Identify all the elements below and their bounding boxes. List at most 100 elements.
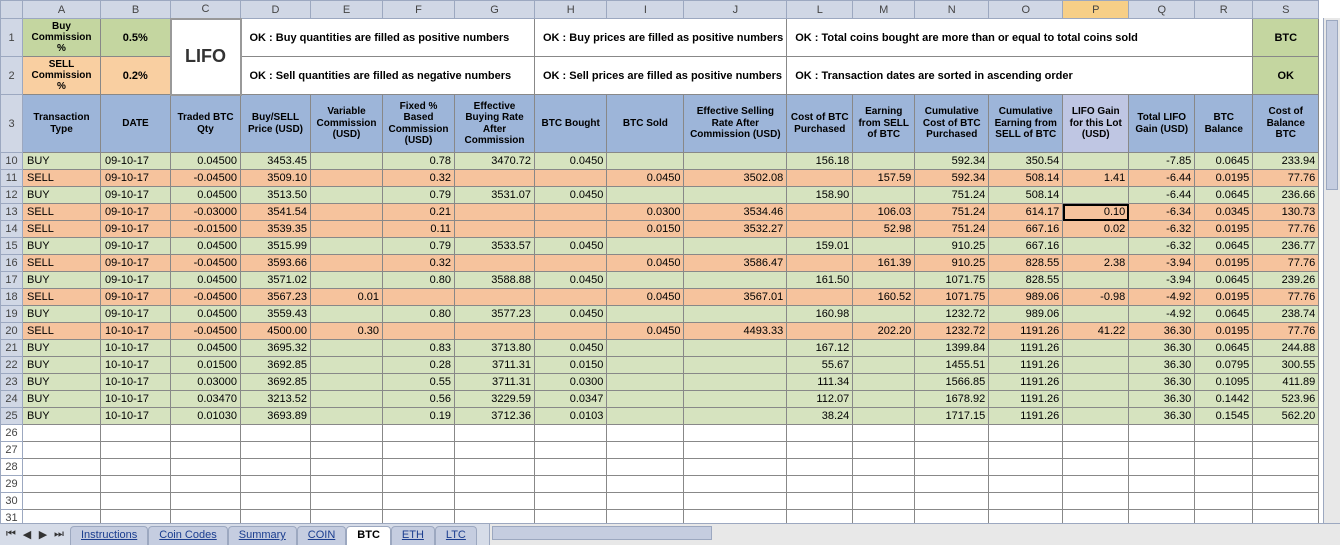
cell[interactable]: 0.0103 [535,408,607,425]
cell[interactable]: BUY [23,272,101,289]
cell[interactable]: -6.44 [1129,170,1195,187]
cell[interactable]: 1.41 [1063,170,1129,187]
cell[interactable]: 233.94 [1253,153,1319,170]
cell[interactable]: 3470.72 [455,153,535,170]
cell[interactable] [853,153,915,170]
cell[interactable]: 1071.75 [915,272,989,289]
cell[interactable]: 158.90 [787,187,853,204]
cell[interactable] [607,306,684,323]
cell[interactable]: 161.50 [787,272,853,289]
cell[interactable]: 202.20 [853,323,915,340]
cell[interactable] [1253,459,1319,476]
cell[interactable]: 3539.35 [241,221,311,238]
col-header-G[interactable]: G [455,1,535,19]
cell[interactable] [455,255,535,272]
cell[interactable]: 0.30 [311,323,383,340]
cell[interactable]: 3453.45 [241,153,311,170]
col-header-cell[interactable]: BTC Balance [1195,95,1253,153]
cell[interactable]: 3559.43 [241,306,311,323]
col-header-R[interactable]: R [1195,1,1253,19]
cell[interactable] [1063,459,1129,476]
row-header-12[interactable]: 12 [1,187,23,204]
cell[interactable] [1129,493,1195,510]
cell[interactable] [607,493,684,510]
col-header-cell[interactable]: BTC Sold [607,95,684,153]
cell[interactable]: 3533.57 [455,238,535,255]
cell[interactable]: 751.24 [915,187,989,204]
col-header-cell[interactable]: DATE [101,95,171,153]
cell[interactable]: -6.32 [1129,221,1195,238]
row-header-22[interactable]: 22 [1,357,23,374]
cell[interactable]: 0.28 [383,357,455,374]
cell[interactable]: 3532.27 [684,221,787,238]
col-header-E[interactable]: E [311,1,383,19]
col-header-M[interactable]: M [853,1,915,19]
col-header-O[interactable]: O [989,1,1063,19]
row-header-21[interactable]: 21 [1,340,23,357]
cell[interactable]: 0.0450 [535,272,607,289]
cell[interactable]: 0.02 [1063,221,1129,238]
cell[interactable]: 36.30 [1129,357,1195,374]
cell[interactable] [684,425,787,442]
cell[interactable] [241,493,311,510]
cell[interactable]: -4.92 [1129,289,1195,306]
cell[interactable] [535,476,607,493]
cell[interactable] [311,255,383,272]
cell[interactable] [311,238,383,255]
sheet-tab-instructions[interactable]: Instructions [70,526,148,545]
cell[interactable]: 77.76 [1253,170,1319,187]
cell[interactable] [853,493,915,510]
cell[interactable] [383,289,455,306]
cell[interactable] [311,306,383,323]
cell[interactable] [455,170,535,187]
cell[interactable] [1195,459,1253,476]
cell[interactable] [535,255,607,272]
col-header-cell[interactable]: Cumulative Cost of BTC Purchased [915,95,989,153]
row-header-18[interactable]: 18 [1,289,23,306]
cell[interactable]: 77.76 [1253,221,1319,238]
cell[interactable]: 508.14 [989,187,1063,204]
cell[interactable]: 0.11 [383,221,455,238]
cell[interactable] [853,238,915,255]
cell[interactable] [853,187,915,204]
cell[interactable] [853,306,915,323]
cell[interactable]: 0.0450 [535,153,607,170]
cell[interactable] [311,272,383,289]
col-header-S[interactable]: S [1253,1,1319,19]
cell[interactable]: 0.0450 [607,170,684,187]
cell[interactable]: -0.04500 [171,323,241,340]
cell[interactable] [607,476,684,493]
cell[interactable]: 0.01500 [171,357,241,374]
col-header-L[interactable]: L [787,1,853,19]
cell[interactable] [1063,340,1129,357]
cell[interactable]: 3571.02 [241,272,311,289]
cell[interactable] [853,476,915,493]
cell[interactable]: 3695.32 [241,340,311,357]
row-header-28[interactable]: 28 [1,459,23,476]
cell[interactable] [787,425,853,442]
cell[interactable] [241,459,311,476]
cell[interactable] [989,442,1063,459]
cell[interactable]: 3541.54 [241,204,311,221]
row-header-27[interactable]: 27 [1,442,23,459]
col-header-cell[interactable]: Cost of BTC Purchased [787,95,853,153]
cell[interactable]: 41.22 [1063,323,1129,340]
cell[interactable]: 09-10-17 [101,255,171,272]
cell[interactable]: 2.38 [1063,255,1129,272]
row-header-24[interactable]: 24 [1,391,23,408]
cell[interactable]: 0.32 [383,255,455,272]
cell[interactable] [1129,442,1195,459]
cell[interactable] [241,442,311,459]
sheet-tab-coin-codes[interactable]: Coin Codes [148,526,227,545]
sheet-tab-eth[interactable]: ETH [391,526,435,545]
cell[interactable] [684,187,787,204]
cell[interactable]: 244.88 [1253,340,1319,357]
cell[interactable]: 0.80 [383,306,455,323]
row-header-11[interactable]: 11 [1,170,23,187]
cell[interactable] [101,442,171,459]
cell[interactable]: 0.0795 [1195,357,1253,374]
cell[interactable]: 0.19 [383,408,455,425]
cell[interactable]: 350.54 [989,153,1063,170]
cell[interactable] [535,323,607,340]
cell[interactable]: 09-10-17 [101,170,171,187]
